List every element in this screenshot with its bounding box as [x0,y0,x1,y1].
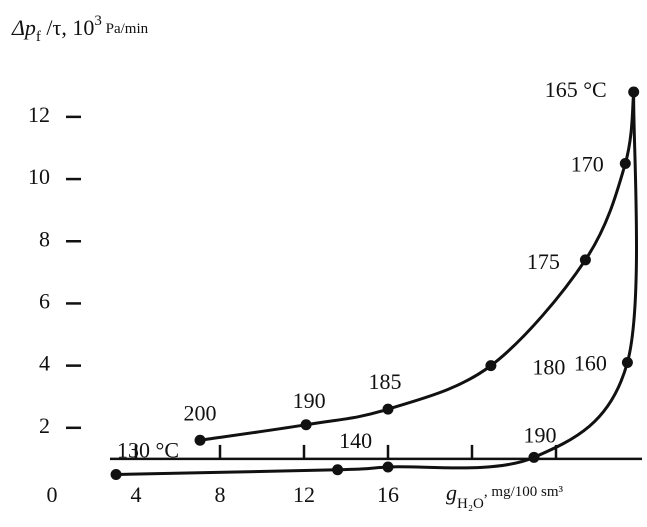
x-tick-label: 16 [377,482,399,507]
x-tick-label: 0 [47,482,58,507]
y-tick-label: 12 [28,102,50,127]
point-label: 165 °C [545,77,607,102]
y-label-sup: 3 [94,13,102,29]
data-point [194,434,206,446]
data-point [628,86,640,98]
point-label: 180 [532,355,565,380]
x-tick-label: 12 [293,482,315,507]
data-point [332,464,344,476]
data-point [579,254,591,266]
y-tick-label: 6 [39,288,50,313]
y-label-unit: Pa/min [102,21,149,37]
x-axis-label: gH₂O, mg/100 sm³ [446,480,563,512]
y-label-rest: /τ, 10 [41,15,94,40]
x-label-sub: H₂O [457,496,484,512]
y-axis-label: Δpf /τ, 103 Pa/min [11,13,149,45]
data-point [485,360,497,372]
y-label-symbol: Δp [11,15,36,40]
data-point [528,451,540,463]
y-label-sub: f [36,29,41,45]
y-tick-label: 8 [39,226,50,251]
data-point [621,357,633,369]
x-tick-label: 8 [215,482,226,507]
x-label-symbol: g [446,480,457,505]
data-point [300,419,312,431]
data-point [382,403,394,415]
y-tick-label: 2 [39,413,50,438]
point-label: 190 [293,388,326,413]
point-label: 170 [571,152,604,177]
curve [199,91,636,442]
y-tick-label: 10 [28,164,50,189]
point-label: 160 [574,351,607,376]
y-tick-label: 4 [39,351,50,376]
data-point [382,461,394,473]
point-label: 140 [339,428,372,453]
point-label: 190 [523,422,556,447]
point-label: 130 °C [117,438,179,463]
point-label: 175 [527,249,560,274]
data-point [110,468,122,480]
data-point [619,158,631,170]
x-tick-label: 4 [131,482,142,507]
curve [116,91,639,476]
point-label: 200 [184,400,217,425]
x-label-unit: , mg/100 sm³ [484,484,564,500]
point-label: 185 [369,369,402,394]
